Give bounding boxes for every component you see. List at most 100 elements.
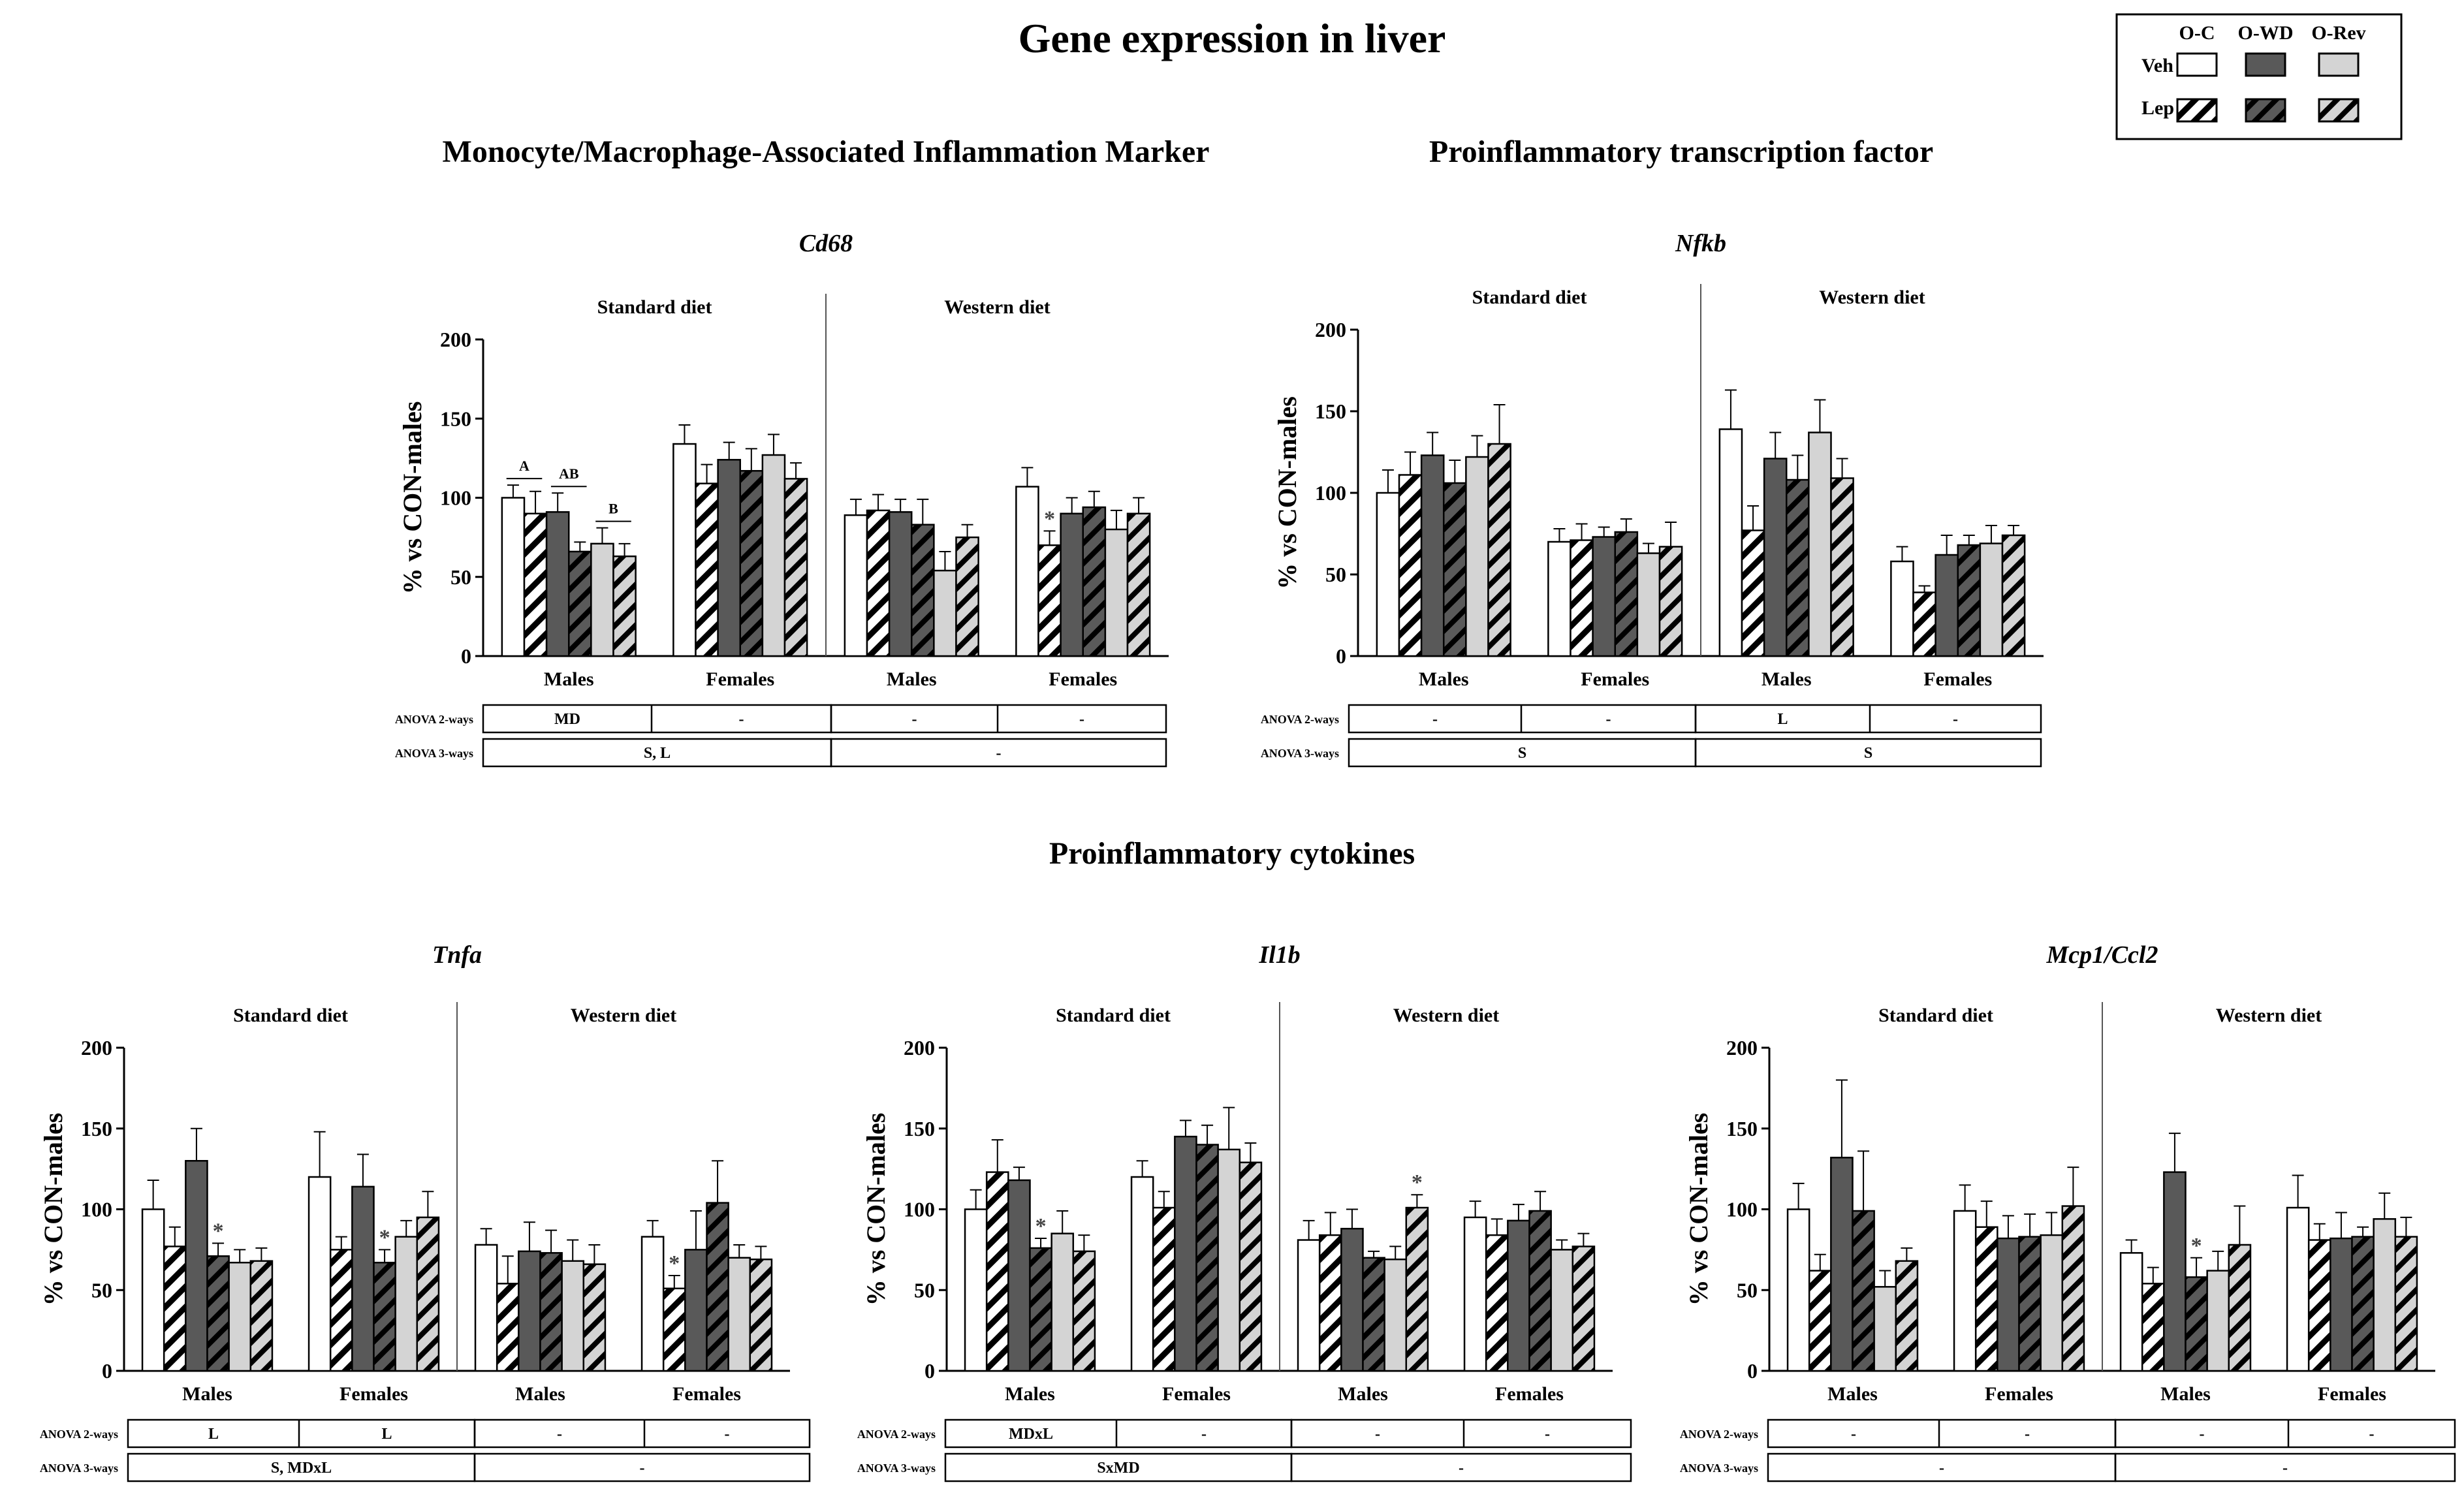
y-axis-label: % vs CON-males (398, 401, 427, 595)
anova2-cell: MD (554, 711, 580, 728)
y-tick-label: 200 (904, 1036, 935, 1059)
bar (866, 509, 891, 657)
anova3-label: ANOVA 3-ways (395, 747, 473, 760)
bar (1614, 531, 1639, 657)
x-group-label: Females (1581, 668, 1649, 690)
anova2-box (1767, 1418, 2117, 1449)
bar (1340, 1227, 1364, 1372)
figure-title: Gene expression in liver (1018, 15, 1446, 61)
bar (672, 443, 697, 657)
bar (185, 1160, 208, 1372)
bar (1547, 541, 1572, 657)
bar (1830, 477, 1854, 657)
bar (1550, 1249, 1574, 1372)
y-tick-label: 100 (1315, 481, 1346, 505)
anova2-cell: - (1606, 711, 1611, 728)
diet-label-western: Western diet (2216, 1005, 2322, 1026)
y-axis-label: % vs CON-males (39, 1113, 68, 1306)
bar (888, 511, 913, 657)
bar (612, 555, 637, 657)
anova2-box (1348, 704, 1697, 734)
chart-title: Il1b (1258, 941, 1300, 969)
bar (1104, 528, 1129, 657)
x-group-label: Males (1761, 668, 1812, 690)
bar (474, 1244, 498, 1372)
y-tick-label: 50 (914, 1278, 935, 1302)
bar (590, 542, 614, 657)
y-tick-label: 50 (1737, 1278, 1758, 1302)
y-tick-label: 100 (440, 486, 471, 510)
bar (1072, 1250, 1096, 1372)
anova2-box (2114, 1418, 2456, 1449)
bar (955, 536, 979, 657)
bar (1195, 1144, 1219, 1372)
bar (1763, 458, 1788, 657)
bar (684, 1249, 708, 1372)
x-group-label: Males (1338, 1383, 1388, 1405)
bar (2141, 1283, 2165, 1372)
anova3-cell: - (996, 745, 1002, 762)
significance-star: * (213, 1219, 224, 1243)
bar (501, 497, 526, 657)
anova2-label: ANOVA 2-ways (395, 713, 473, 726)
y-tick-label: 200 (1315, 318, 1346, 341)
x-group-label: Females (1923, 668, 1992, 690)
anova2-cell: - (1079, 711, 1084, 728)
anova2-box (830, 704, 1167, 734)
anova2-label: ANOVA 2-ways (1680, 1428, 1758, 1441)
y-axis-label: % vs CON-males (1272, 396, 1302, 589)
significance-star: * (2191, 1234, 2202, 1258)
bar (1895, 1260, 1919, 1372)
anova2-cell: - (739, 711, 744, 728)
anova2-cell: MDxL (1009, 1426, 1053, 1443)
significance-star: * (379, 1225, 390, 1249)
anova3-label: ANOVA 3-ways (40, 1462, 118, 1475)
bar (706, 1202, 729, 1372)
anova3-cell: S (1518, 745, 1526, 762)
bar (1376, 492, 1400, 657)
diet-label-standard: Standard diet (1472, 287, 1587, 308)
bar (2330, 1237, 2353, 1372)
y-tick-label: 0 (1336, 644, 1346, 668)
bar (1953, 1210, 1977, 1372)
bar (1786, 1208, 1810, 1372)
bar (545, 511, 570, 657)
y-tick-label: 150 (440, 407, 471, 430)
x-group-label: Females (1985, 1383, 2053, 1405)
bar (2001, 534, 2026, 657)
bar (727, 1257, 751, 1372)
y-tick-label: 50 (91, 1278, 112, 1302)
bar (206, 1255, 230, 1372)
bar (640, 1236, 665, 1372)
y-tick-label: 0 (924, 1359, 935, 1383)
anova2-cell: L (208, 1426, 219, 1443)
bar (739, 470, 764, 657)
bar (1239, 1161, 1263, 1372)
bar (228, 1261, 252, 1372)
y-tick-label: 0 (1747, 1359, 1758, 1383)
bar (1935, 554, 1959, 657)
bar (329, 1249, 353, 1372)
section-title-cytokines: Proinflammatory cytokines (1049, 836, 1415, 871)
bar (2373, 1218, 2397, 1372)
bar (964, 1208, 988, 1372)
bar (1126, 512, 1151, 657)
x-group-label: Males (1419, 668, 1469, 690)
bar (1485, 1234, 1509, 1372)
bar (1718, 428, 1743, 657)
anova3-box (1694, 738, 2042, 768)
bar (1443, 482, 1467, 657)
bar (985, 1171, 1009, 1372)
anova2-box (1290, 1418, 1632, 1449)
x-group-label: Females (1049, 668, 1117, 690)
anova2-cell: - (1851, 1426, 1856, 1443)
bar (1060, 512, 1084, 657)
diet-label-standard: Standard diet (597, 296, 712, 318)
x-group-label: Males (2160, 1383, 2211, 1405)
significance-star: * (1035, 1214, 1047, 1238)
bar (1636, 552, 1661, 657)
y-tick-label: 100 (904, 1198, 935, 1221)
x-group-label: Females (1495, 1383, 1564, 1405)
bar (2119, 1252, 2143, 1372)
bar (523, 512, 548, 657)
